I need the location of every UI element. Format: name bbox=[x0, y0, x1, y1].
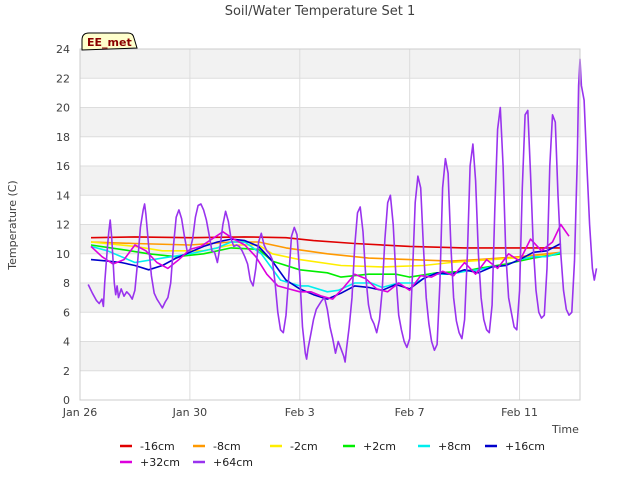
legend-label: +16cm bbox=[505, 440, 545, 453]
badge-text: EE_met bbox=[87, 36, 132, 49]
y-tick-label: 0 bbox=[63, 394, 70, 407]
legend-label: +8cm bbox=[438, 440, 471, 453]
plot-band bbox=[80, 49, 580, 79]
plot-frame bbox=[79, 48, 581, 401]
x-tick-label: Feb 7 bbox=[395, 406, 425, 419]
y-tick-label: 12 bbox=[56, 219, 70, 232]
plot-band bbox=[80, 224, 580, 254]
y-tick-label: 10 bbox=[56, 248, 70, 261]
x-axis-label: Time bbox=[551, 423, 579, 436]
y-tick-label: 6 bbox=[63, 306, 70, 319]
series-line-0 bbox=[90, 236, 561, 249]
x-tick-label: Feb 11 bbox=[501, 406, 538, 419]
legend-label: +64cm bbox=[213, 456, 253, 469]
series-line-7 bbox=[87, 58, 598, 363]
y-tick-label: 20 bbox=[56, 102, 70, 115]
y-tick-label: 24 bbox=[56, 43, 70, 56]
badge-box bbox=[81, 32, 138, 51]
y-tick-label: 14 bbox=[56, 189, 70, 202]
y-tick-label: 8 bbox=[63, 277, 70, 290]
x-axis-ticks: Jan 26 Jan 30 Feb 3 Feb 7 Feb 11 bbox=[62, 406, 538, 419]
y-tick-label: 16 bbox=[56, 160, 70, 173]
plot-band bbox=[80, 107, 580, 137]
legend-label: -8cm bbox=[213, 440, 241, 453]
x-tick-label: Jan 26 bbox=[62, 406, 97, 419]
x-tick-label: Feb 3 bbox=[285, 406, 315, 419]
legend-label: +32cm bbox=[140, 456, 180, 469]
y-tick-label: 4 bbox=[63, 336, 70, 349]
legend-label: +2cm bbox=[363, 440, 396, 453]
y-axis-label: Temperature (C) bbox=[6, 180, 19, 270]
plot-band bbox=[80, 341, 580, 371]
legend-label: -16cm bbox=[140, 440, 175, 453]
chart-title: Soil/Water Temperature Set 1 bbox=[225, 4, 416, 19]
plot-band bbox=[80, 166, 580, 196]
plot-series bbox=[87, 58, 598, 363]
site-badge: EE_met bbox=[81, 32, 138, 51]
y-tick-label: 18 bbox=[56, 131, 70, 144]
y-tick-label: 2 bbox=[63, 365, 70, 378]
legend: -16cm -8cm -2cm +2cm +8cm +16cm +32cm +64cm bbox=[120, 440, 545, 469]
legend-label: -2cm bbox=[290, 440, 318, 453]
y-tick-label: 22 bbox=[56, 72, 70, 85]
x-tick-label: Jan 30 bbox=[172, 406, 207, 419]
